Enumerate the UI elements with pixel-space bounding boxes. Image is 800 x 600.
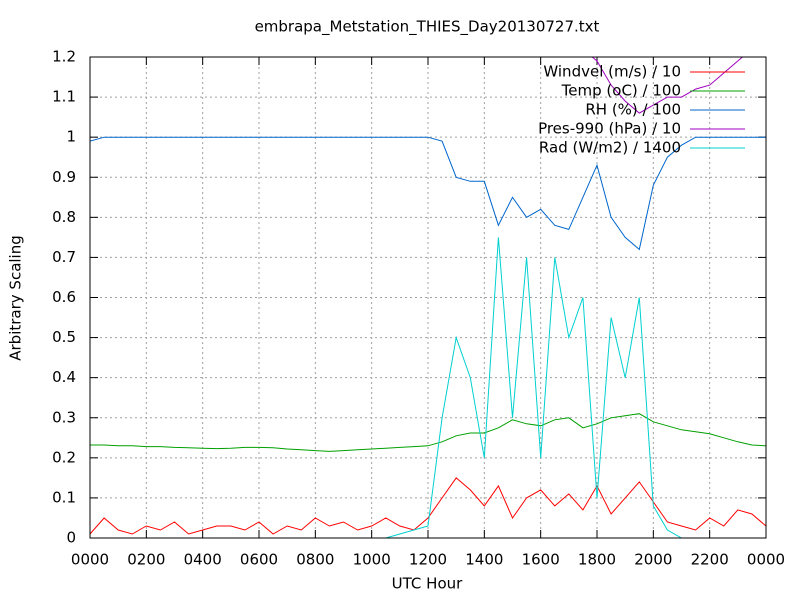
x-tick-label: 2200 [691, 551, 729, 569]
x-tick-label: 1000 [353, 551, 391, 569]
x-tick-label: 2000 [634, 551, 672, 569]
y-tick-label: 0.8 [52, 208, 76, 226]
plot-area [90, 57, 766, 538]
y-tick-label: 0 [66, 529, 76, 547]
x-tick-label: 0800 [296, 551, 334, 569]
x-tick-label: 0200 [127, 551, 165, 569]
y-tick-label: 0.1 [52, 488, 76, 506]
series-line [90, 413, 766, 452]
legend-label: Windvel (m/s) / 10 [543, 63, 681, 81]
plot-border [89, 56, 767, 539]
y-tick-label: 0.5 [52, 328, 76, 346]
y-tick-label: 0.6 [52, 288, 76, 306]
x-tick-label: 1600 [522, 551, 560, 569]
series-line [591, 57, 744, 114]
legend-label: RH (%) / 100 [585, 101, 681, 119]
legend-label: Rad (W/m2) / 1400 [539, 139, 681, 157]
legend-label: Temp (oC) / 100 [561, 82, 681, 100]
y-tick-label: 0.9 [52, 168, 76, 186]
series-line [90, 237, 766, 538]
y-tick-label: 1.2 [52, 48, 76, 66]
x-tick-label: 1400 [465, 551, 503, 569]
chart-title: embrapa_Metstation_THIES_Day20130727.txt [255, 18, 600, 37]
x-tick-label: 1800 [578, 551, 616, 569]
x-tick-label: 1200 [409, 551, 447, 569]
x-tick-label: 0400 [184, 551, 222, 569]
x-tick-label: 0600 [240, 551, 278, 569]
legend-label: Pres-990 (hPa) / 10 [538, 120, 681, 138]
y-tick-label: 0.2 [52, 448, 76, 466]
series-line [90, 136, 766, 251]
y-tick-label: 1.1 [52, 88, 76, 106]
y-tick-label: 0.3 [52, 408, 76, 426]
y-tick-label: 0.7 [52, 248, 76, 266]
x-tick-label: 0000 [71, 551, 109, 569]
x-axis-label: UTC Hour [392, 575, 463, 593]
y-tick-label: 0.4 [52, 368, 76, 386]
y-tick-label: 1 [66, 128, 76, 146]
y-axis-label: Arbitrary Scaling [7, 235, 25, 361]
x-tick-label: 0000 [747, 551, 785, 569]
